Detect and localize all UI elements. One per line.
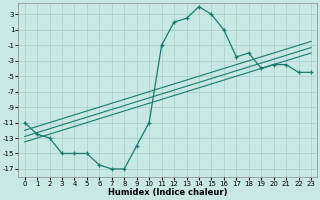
X-axis label: Humidex (Indice chaleur): Humidex (Indice chaleur) bbox=[108, 188, 228, 197]
